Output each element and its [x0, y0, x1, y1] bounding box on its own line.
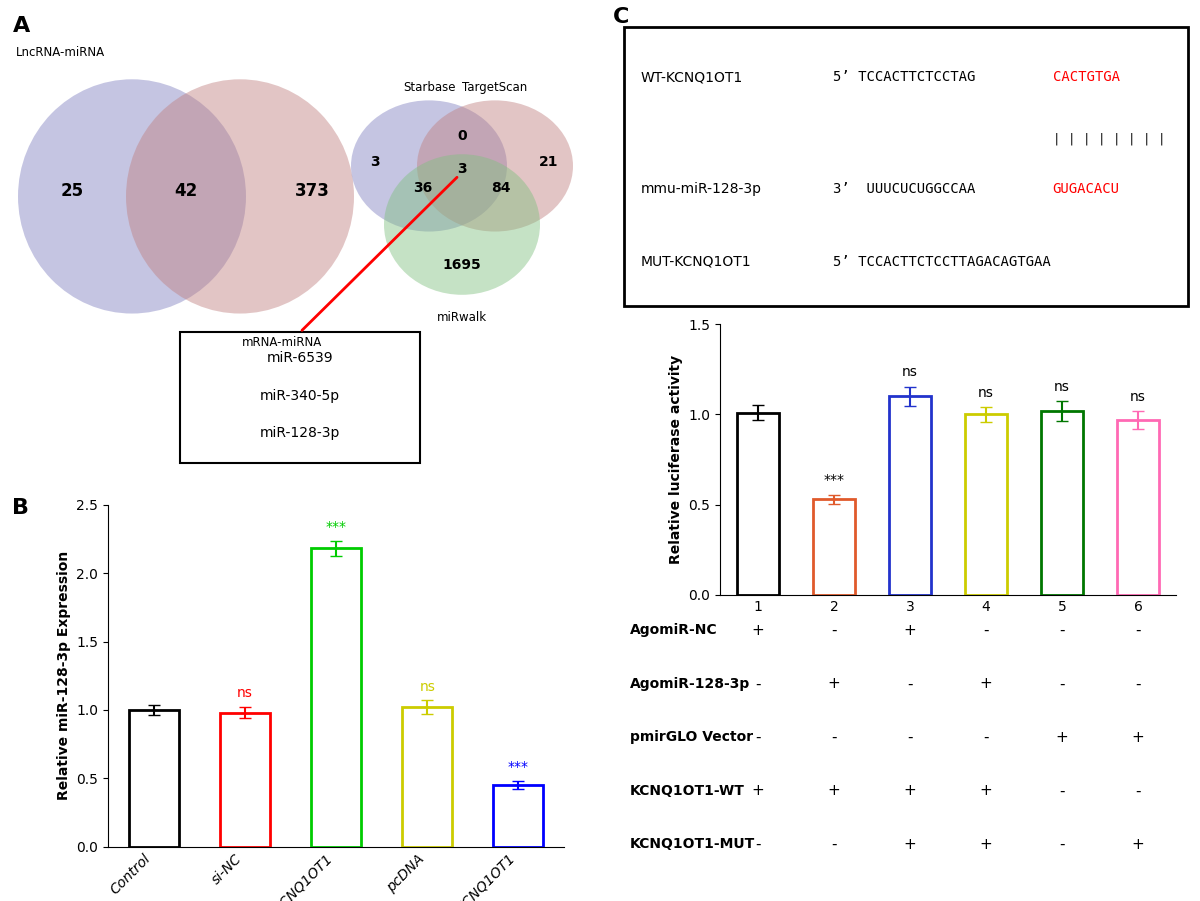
Text: +: +: [1132, 837, 1145, 852]
Text: ns: ns: [978, 386, 994, 400]
Text: miRwalk: miRwalk: [437, 311, 487, 323]
Text: 36: 36: [413, 181, 433, 195]
Text: +: +: [979, 677, 992, 691]
Text: Starbase: Starbase: [403, 81, 455, 94]
Text: ***: ***: [508, 760, 529, 774]
Text: ***: ***: [823, 473, 845, 487]
Bar: [1117, 420, 1159, 595]
Text: ns: ns: [1130, 389, 1146, 404]
Text: -: -: [832, 730, 836, 745]
Text: 5’ TCCACTTCTCCTTAGACAGTGAA: 5’ TCCACTTCTCCTTAGACAGTGAA: [833, 255, 1050, 268]
Text: -: -: [983, 623, 989, 638]
Text: +: +: [979, 837, 992, 852]
Text: +: +: [751, 783, 764, 798]
Ellipse shape: [18, 79, 246, 314]
Text: miR-340-5p: miR-340-5p: [260, 388, 340, 403]
Text: ns: ns: [419, 679, 436, 694]
Bar: [965, 414, 1007, 595]
Bar: [402, 707, 452, 847]
Text: 84: 84: [491, 181, 511, 195]
Text: MUT-KCNQ1OT1: MUT-KCNQ1OT1: [641, 255, 751, 268]
Text: A: A: [12, 16, 30, 36]
Text: AgomiR-128-3p: AgomiR-128-3p: [630, 677, 750, 691]
Text: pmirGLO Vector: pmirGLO Vector: [630, 731, 752, 744]
Text: -: -: [755, 837, 761, 852]
Text: -: -: [1060, 623, 1064, 638]
Text: 42: 42: [174, 182, 198, 200]
Bar: [180, 332, 420, 463]
Text: -: -: [1060, 837, 1064, 852]
Text: -: -: [907, 677, 913, 691]
Text: B: B: [12, 497, 29, 518]
Text: -: -: [1135, 677, 1141, 691]
Text: +: +: [828, 783, 840, 798]
Text: -: -: [832, 623, 836, 638]
Ellipse shape: [352, 100, 508, 232]
Text: 3’  UUUCUCUGGCCAA: 3’ UUUCUCUGGCCAA: [833, 182, 976, 196]
Text: -: -: [907, 730, 913, 745]
Text: +: +: [1056, 730, 1068, 745]
Text: KCNQ1OT1-MUT: KCNQ1OT1-MUT: [630, 837, 755, 851]
Text: +: +: [904, 623, 917, 638]
Bar: [814, 499, 854, 595]
Text: 373: 373: [294, 182, 330, 200]
Text: -: -: [1135, 623, 1141, 638]
Y-axis label: Relative miR-128-3p Expression: Relative miR-128-3p Expression: [56, 551, 71, 800]
Text: 5’ TCCACTTCTCCTAG: 5’ TCCACTTCTCCTAG: [833, 70, 976, 85]
Text: ns: ns: [236, 687, 253, 700]
Text: mmu-miR-128-3p: mmu-miR-128-3p: [641, 182, 762, 196]
Ellipse shape: [384, 154, 540, 295]
Text: | | | | | | | |: | | | | | | | |: [1052, 132, 1165, 145]
Text: miR-128-3p: miR-128-3p: [260, 426, 340, 440]
Text: mRNA-miRNA: mRNA-miRNA: [242, 336, 322, 350]
Text: TargetScan: TargetScan: [462, 81, 528, 94]
Text: ns: ns: [902, 365, 918, 379]
Text: -: -: [755, 730, 761, 745]
Bar: [493, 786, 544, 847]
Text: -: -: [1060, 783, 1064, 798]
Bar: [889, 396, 931, 595]
Text: 1695: 1695: [443, 258, 481, 272]
Text: 21: 21: [539, 155, 559, 169]
Bar: [220, 713, 270, 847]
Bar: [311, 549, 361, 847]
Bar: [128, 710, 179, 847]
Text: -: -: [1060, 677, 1064, 691]
Ellipse shape: [418, 100, 574, 232]
Text: 3: 3: [370, 155, 380, 169]
Text: -: -: [832, 837, 836, 852]
Text: +: +: [828, 677, 840, 691]
Text: -: -: [983, 730, 989, 745]
Bar: [737, 413, 779, 595]
Text: ns: ns: [1054, 379, 1070, 394]
Text: +: +: [904, 783, 917, 798]
Y-axis label: Relative luciferase activity: Relative luciferase activity: [668, 355, 683, 564]
Text: 25: 25: [60, 182, 84, 200]
Text: +: +: [1132, 730, 1145, 745]
Text: -: -: [1135, 783, 1141, 798]
Text: 3: 3: [457, 162, 467, 176]
Text: C: C: [613, 7, 629, 27]
Text: AgomiR-NC: AgomiR-NC: [630, 623, 718, 637]
Text: 0: 0: [457, 129, 467, 143]
Text: +: +: [904, 837, 917, 852]
Text: CACTGTGA: CACTGTGA: [1052, 70, 1120, 85]
Ellipse shape: [126, 79, 354, 314]
Text: KCNQ1OT1-WT: KCNQ1OT1-WT: [630, 784, 744, 798]
Text: ***: ***: [325, 520, 347, 534]
Text: LncRNA-miRNA: LncRNA-miRNA: [16, 46, 104, 59]
Text: GUGACACU: GUGACACU: [1052, 182, 1120, 196]
Bar: [1042, 411, 1082, 595]
Text: -: -: [755, 677, 761, 691]
Text: +: +: [979, 783, 992, 798]
Text: WT-KCNQ1OT1: WT-KCNQ1OT1: [641, 70, 743, 85]
Text: +: +: [751, 623, 764, 638]
Text: miR-6539: miR-6539: [266, 351, 334, 365]
